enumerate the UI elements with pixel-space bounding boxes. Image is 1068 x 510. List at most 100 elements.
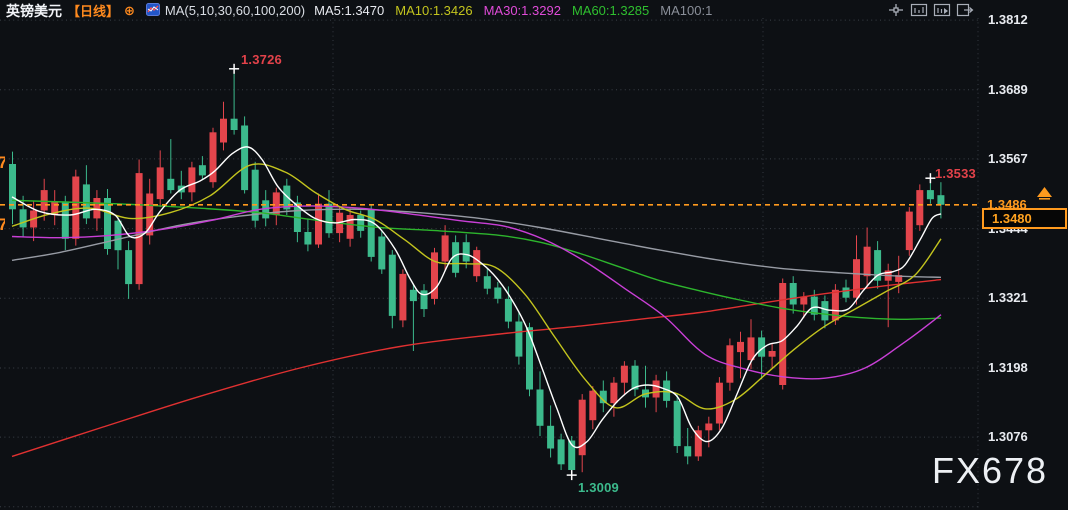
candle-body — [220, 118, 227, 143]
candle-body — [758, 337, 766, 357]
candle-body — [104, 198, 111, 249]
candle-body — [315, 203, 322, 245]
candle-body — [768, 351, 776, 357]
candle-body — [483, 276, 491, 289]
candle-body — [547, 425, 555, 449]
candle-body — [431, 252, 438, 299]
ma-line-ma30 — [11, 205, 942, 380]
candle-body — [937, 195, 945, 205]
candle-body — [357, 215, 365, 231]
ma-line-ma10 — [11, 163, 942, 410]
candle-body — [568, 440, 576, 470]
axis-price-label: 1.3076 — [988, 429, 1028, 444]
candle-body — [420, 290, 428, 310]
price-alert-box[interactable]: 1.3480 — [982, 208, 1067, 229]
crosshair-icon[interactable] — [886, 2, 906, 17]
low-cross-marker — [566, 470, 577, 481]
candle-chart-icon — [145, 2, 160, 19]
ma-group-label: MA(5,10,30,60,100,200) — [164, 3, 306, 18]
expand-right-icon[interactable] — [955, 2, 975, 17]
candle-body — [631, 365, 639, 390]
candle-body — [283, 185, 291, 210]
alert-arrow-icon — [1037, 187, 1052, 205]
candle-body — [831, 289, 839, 321]
candle-body — [853, 259, 860, 298]
candle-body — [747, 337, 755, 361]
candle-body — [842, 287, 850, 298]
candle-body — [82, 184, 90, 219]
candle-body — [821, 301, 829, 321]
candle-body — [367, 209, 375, 257]
axis-price-label: 1.3567 — [988, 151, 1028, 166]
candle-body — [705, 423, 713, 431]
candle-body — [51, 201, 59, 215]
candle-body — [209, 132, 217, 183]
candle-body — [504, 298, 512, 322]
candle-body — [272, 192, 280, 216]
candle-body — [652, 380, 660, 398]
candle-body — [779, 283, 787, 385]
symbol-title: 英镑美元 — [6, 2, 62, 19]
ma-line-ma5 — [11, 146, 942, 449]
candle-body — [241, 125, 249, 191]
ma-legend-item: MA30:1.3292 — [483, 3, 561, 18]
candle-body — [452, 242, 460, 273]
indicator-add-icon[interactable]: ⊕ — [124, 2, 135, 18]
candle-body — [536, 389, 544, 426]
candle-body — [726, 345, 734, 383]
chart-panel-icon[interactable] — [909, 2, 929, 17]
clipped-label-fragment-mid: 7 — [0, 217, 5, 234]
candle-body — [578, 399, 586, 456]
candle-body — [40, 190, 48, 211]
ma-line-ma60 — [11, 199, 942, 321]
candle-body — [905, 211, 913, 251]
candle-body — [863, 246, 871, 277]
candle-body — [473, 250, 481, 277]
candle-body — [620, 365, 628, 383]
candle-body — [694, 430, 702, 457]
candle-body — [325, 203, 333, 234]
candle-body — [378, 236, 386, 270]
candle-body — [72, 176, 80, 239]
candle-body — [810, 296, 818, 315]
axis-price-label: 1.3198 — [988, 360, 1028, 375]
axis-price-label: 1.3812 — [988, 12, 1028, 27]
ma-legend-item: MA10:1.3426 — [395, 3, 473, 18]
candle-body — [673, 400, 681, 447]
candle-body — [599, 390, 607, 404]
candle-body — [526, 327, 533, 390]
ma-legend-item: MA100:1 — [660, 3, 713, 18]
candle-body — [494, 287, 502, 299]
candle-body — [916, 190, 924, 226]
high-cross-marker — [925, 173, 936, 184]
clipped-label-fragment-top: 77 — [0, 155, 5, 172]
price-point-label: 1.3726 — [241, 52, 282, 67]
candle-body — [146, 193, 154, 236]
axis-price-label: 1.3321 — [988, 290, 1028, 305]
candle-body — [610, 382, 618, 404]
ma-legend: MA5:1.3470 MA10:1.3426 MA30:1.3292 MA60:1.3… — [314, 3, 712, 18]
candle-body — [230, 118, 238, 130]
high-cross-marker — [229, 63, 240, 74]
candlestick-plot[interactable] — [0, 0, 980, 510]
candle-body — [926, 190, 934, 200]
chart-play-icon[interactable] — [932, 2, 952, 17]
price-point-label: 1.3533 — [935, 166, 976, 181]
candle-body — [874, 250, 882, 281]
candle-body — [684, 446, 692, 457]
price-point-label: 1.3009 — [578, 480, 619, 495]
candle-body — [93, 198, 101, 219]
candle-body — [9, 164, 16, 210]
candle-body — [589, 390, 597, 421]
watermark-fx678: FX678 — [932, 450, 1049, 491]
candle-body — [399, 273, 407, 321]
candle-body — [663, 380, 671, 401]
timeframe-label[interactable]: 【日线】 — [67, 4, 120, 19]
candle-body — [304, 232, 312, 245]
candle-body — [800, 296, 808, 305]
ma-legend-item: MA5:1.3470 — [314, 3, 385, 18]
candle-body — [135, 173, 143, 285]
candle-body — [61, 201, 69, 239]
candle-body — [114, 220, 122, 251]
axis-price-label: 1.3689 — [988, 82, 1028, 97]
